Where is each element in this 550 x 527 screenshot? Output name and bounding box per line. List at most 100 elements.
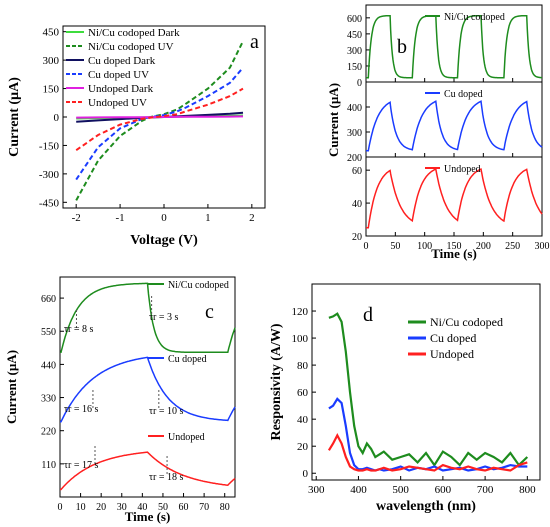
panel-c-legend-label: Ni/Cu codoped: [168, 280, 229, 291]
panel-c-legend-label: Cu doped: [168, 354, 207, 365]
panel-b-0-ytick-label: 600: [347, 14, 362, 25]
panel-a-ytick-label: 0: [54, 112, 60, 124]
panel-b-2-xtick-label: 100: [417, 241, 432, 252]
panel-b-legend-label: Undoped: [444, 164, 481, 175]
panel-c-ytick-label: 330: [41, 394, 56, 405]
panel-c-ylabel: Current (µA): [4, 350, 19, 424]
panel-label-c: c: [205, 301, 214, 323]
panel-a-series-4: [76, 115, 244, 119]
panel-a-legend-label: Cu doped Dark: [88, 55, 156, 67]
panel-b-2-xtick-label: 250: [505, 241, 520, 252]
panel-c-xtick-label: 40: [137, 502, 147, 513]
panel-a-series-3: [75, 67, 244, 181]
panel-b-2-xtick-label: 200: [476, 241, 491, 252]
panel-c-xtick-label: 30: [117, 502, 127, 513]
panel-a-xtick-label: 2: [249, 212, 255, 224]
panel-a-xtick-label: 0: [161, 212, 167, 224]
panel-a-legend-label: Ni/Cu codoped Dark: [88, 27, 180, 39]
panel-c-xtick-label: 20: [96, 502, 106, 513]
panel-c-xlabel: Time (s): [125, 509, 171, 524]
panel-a-ytick-label: -300: [39, 169, 60, 181]
panel-c-frame: [59, 276, 236, 498]
panel-c-rise-label: τr = 16 s: [64, 404, 98, 415]
panel-c-legend-label: Undoped: [168, 432, 205, 443]
panel-b-xlabel: Time (s): [431, 246, 477, 261]
panel-c-xtick-label: 80: [220, 502, 230, 513]
panel-b-0-ytick-label: 450: [347, 30, 362, 41]
panel-d-ytick-label: 120: [292, 306, 309, 318]
panel-a-ytick-label: 300: [43, 55, 60, 67]
panel-b-2-xtick-label: 0: [364, 241, 369, 252]
panel-a-legend-label: Ni/Cu codoped UV: [88, 41, 174, 53]
panel-d-ytick-label: 80: [297, 360, 309, 372]
panel-d-xtick-label: 300: [308, 484, 325, 496]
panel-a: -2 -1 0 1 2 -450 -300 -150 0 150 300 450 Voltage (V)…: [7, 25, 266, 248]
panel-d: 300 400 500 600 700 800 0 20 40 60 80 100 120 wavelen…: [269, 283, 541, 514]
panel-c-ytick-label: 550: [41, 327, 56, 338]
panel-b-2-xtick-label: 150: [447, 241, 462, 252]
panel-b-ylabel: Current (µA): [326, 83, 341, 157]
panel-c-xtick-label: 50: [158, 502, 168, 513]
panel-a-legend-label: Undoped Dark: [88, 83, 154, 95]
panel-b-legend-label: Ni/Cu codoped: [444, 12, 505, 23]
panel-a-xtick-label: -2: [72, 212, 81, 224]
panel-b-0-ytick-label: 0: [357, 78, 362, 89]
panel-d-series-1: [328, 397, 528, 472]
panel-b-2-xtick-label: 50: [390, 241, 400, 252]
panel-a-xlabel: Voltage (V): [130, 233, 198, 248]
panel-a-ytick-label: 450: [43, 27, 60, 39]
panel-c-series-0: [60, 282, 236, 354]
panel-d-frame: [311, 283, 541, 481]
panel-d-ytick-label: 0: [303, 468, 309, 480]
panel-b-2-ytick-label: 40: [352, 199, 362, 210]
panel-c-series-2: [60, 451, 236, 491]
panel-d-ylabel: Responsivity (A/W): [269, 323, 284, 440]
panel-d-xtick-label: 500: [392, 484, 409, 496]
panel-c-ytick-label: 440: [41, 360, 56, 371]
panel-a-legend-label: Undoped UV: [88, 97, 147, 109]
panel-c-xtick-label: 60: [179, 502, 189, 513]
panel-b-series-1: [366, 100, 543, 152]
panel-c-decay-label: τr = 10 s: [149, 406, 183, 417]
panel-d-legend-label: Undoped: [430, 347, 474, 361]
panel-c-ytick-label: 110: [41, 460, 56, 471]
panel-d-legend-label: Cu doped: [430, 331, 476, 345]
panel-c-decay-label: τr = 18 s: [149, 472, 183, 483]
panel-d-series-2: [327, 433, 528, 472]
panel-d-xtick-label: 600: [435, 484, 452, 496]
panel-a-xtick-label: 1: [205, 212, 211, 224]
panel-c-ytick-label: 220: [41, 427, 56, 438]
panel-a-ylabel: Current (µA): [7, 77, 22, 157]
panel-d-xtick-label: 700: [477, 484, 494, 496]
panel-label-b: b: [397, 36, 407, 58]
panel-d-xtick-label: 400: [350, 484, 367, 496]
panel-c-decay-label: τr = 3 s: [149, 312, 178, 323]
panel-label-d: d: [363, 304, 373, 326]
panel-a-legend-label: Cu doped UV: [88, 69, 149, 81]
panel-d-xlabel: wavelength (nm): [376, 499, 476, 514]
panel-d-ytick-label: 100: [292, 333, 309, 345]
panel-c-rise-label: τr = 17 s: [64, 460, 98, 471]
panel-b-0-ytick-label: 300: [347, 46, 362, 57]
panel-d-series-0: [328, 312, 529, 468]
panel-b-series-2: [366, 167, 543, 229]
panel-a-ytick-label: -150: [39, 140, 60, 152]
panel-c-series-1: [60, 356, 236, 423]
panel-d-ytick-label: 20: [297, 441, 309, 453]
panel-d-ytick-label: 60: [297, 387, 309, 399]
panel-c-xtick-label: 70: [199, 502, 209, 513]
panel-c: 0 10 20 30 40 50 60 70 80 110 220 330 440 550 660 Time …: [4, 276, 236, 524]
panel-a-xtick-label: -1: [116, 212, 125, 224]
panel-a-series-5: [75, 87, 244, 152]
panel-b-1-ytick-label: 300: [347, 128, 362, 139]
panel-c-xtick-label: 0: [58, 502, 63, 513]
panel-d-xtick-label: 800: [519, 484, 536, 496]
panel-c-ytick-label: 660: [41, 294, 56, 305]
panel-b-2-ytick-label: 20: [352, 232, 362, 243]
panel-a-ytick-label: -450: [39, 197, 60, 209]
panel-d-ytick-label: 40: [297, 414, 309, 426]
panel-b-1-ytick-label: 200: [347, 153, 362, 164]
panel-b-series-0: [366, 14, 542, 79]
